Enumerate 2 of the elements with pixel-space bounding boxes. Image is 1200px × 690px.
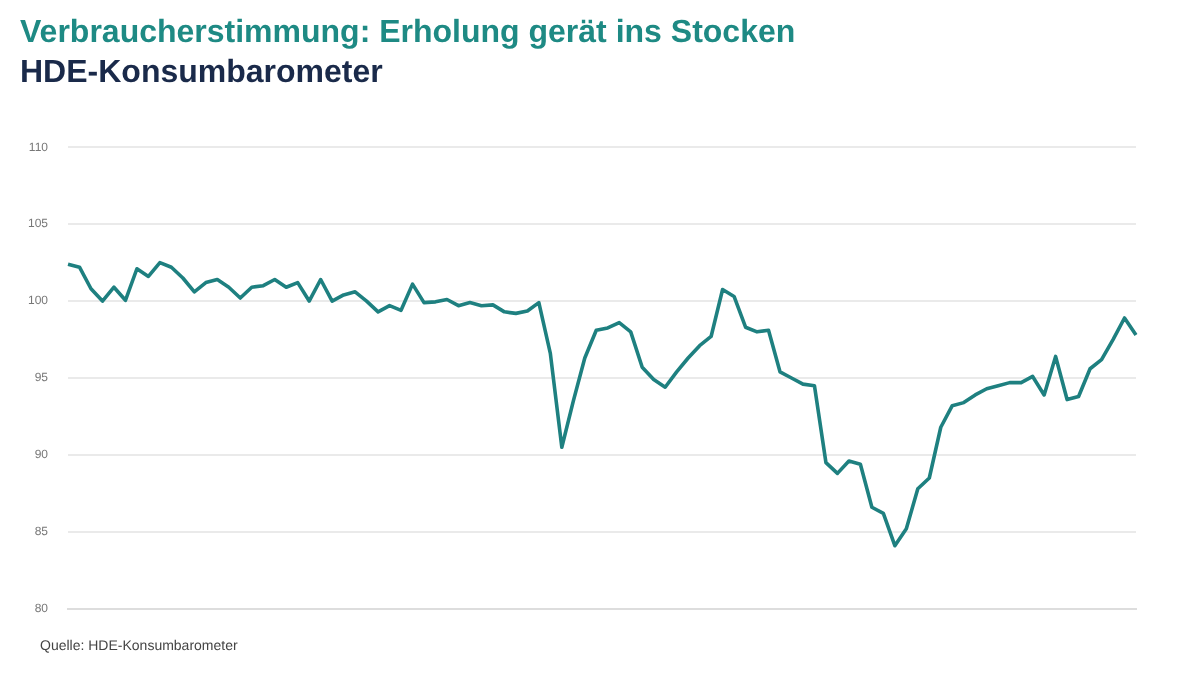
chart-title: Verbraucherstimmung: Erholung gerät ins Stocken bbox=[20, 16, 796, 52]
chart-subtitle: HDE-Konsumbarometer bbox=[20, 56, 383, 92]
